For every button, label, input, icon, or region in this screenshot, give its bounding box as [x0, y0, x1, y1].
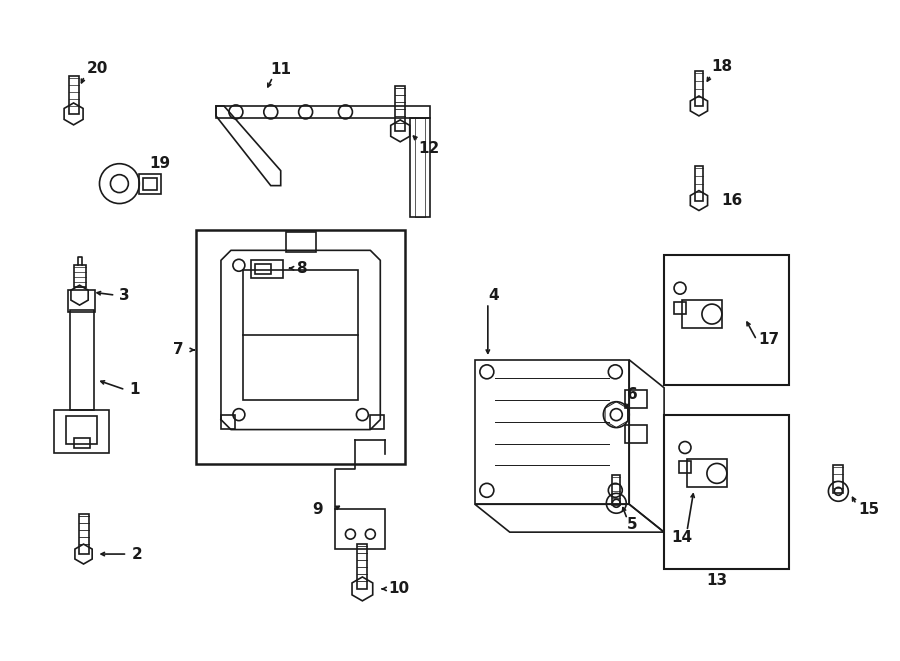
Text: 14: 14	[671, 529, 692, 545]
Bar	[255, 264, 271, 274]
Text: 17: 17	[759, 332, 779, 348]
Bar	[68, 76, 78, 114]
Text: 4: 4	[488, 288, 499, 303]
Text: 18: 18	[711, 59, 732, 73]
Text: 6: 6	[627, 387, 638, 403]
Text: 11: 11	[271, 61, 292, 77]
Text: 7: 7	[173, 342, 184, 358]
Bar	[626, 390, 647, 408]
Bar	[682, 300, 722, 328]
Bar	[69, 310, 94, 410]
Bar	[78, 514, 88, 554]
Text: 9: 9	[312, 502, 323, 517]
Bar	[612, 475, 620, 505]
Bar	[475, 360, 629, 504]
Bar	[695, 166, 703, 200]
Bar	[679, 461, 691, 473]
Bar	[357, 544, 367, 589]
Bar	[687, 459, 727, 487]
Bar	[54, 410, 110, 453]
Bar	[695, 71, 703, 106]
Bar	[243, 270, 358, 400]
Bar	[68, 290, 95, 312]
Text: 20: 20	[86, 61, 108, 75]
Bar	[221, 414, 235, 428]
Text: 16: 16	[721, 193, 742, 208]
Bar	[140, 174, 161, 194]
Text: 15: 15	[859, 502, 879, 517]
Text: 12: 12	[418, 141, 439, 156]
Bar	[74, 438, 89, 447]
Text: 2: 2	[131, 547, 142, 562]
Bar	[410, 118, 430, 217]
Bar	[674, 302, 686, 314]
Text: 3: 3	[120, 288, 130, 303]
Text: 1: 1	[130, 382, 140, 397]
Bar	[285, 233, 316, 253]
Bar	[626, 424, 647, 442]
Text: 13: 13	[706, 574, 727, 588]
Bar	[66, 416, 97, 444]
Bar	[143, 178, 157, 190]
Bar	[196, 231, 405, 465]
Bar	[664, 255, 788, 385]
Bar	[395, 86, 405, 131]
Text: 5: 5	[627, 517, 638, 531]
Bar	[74, 265, 86, 287]
Bar	[415, 118, 425, 217]
Bar	[251, 260, 283, 278]
Text: 10: 10	[388, 582, 410, 596]
Bar	[664, 414, 788, 569]
Bar	[370, 414, 384, 428]
Text: 8: 8	[296, 260, 306, 276]
Bar	[336, 509, 385, 549]
Bar	[833, 465, 843, 493]
Text: 19: 19	[149, 156, 170, 171]
